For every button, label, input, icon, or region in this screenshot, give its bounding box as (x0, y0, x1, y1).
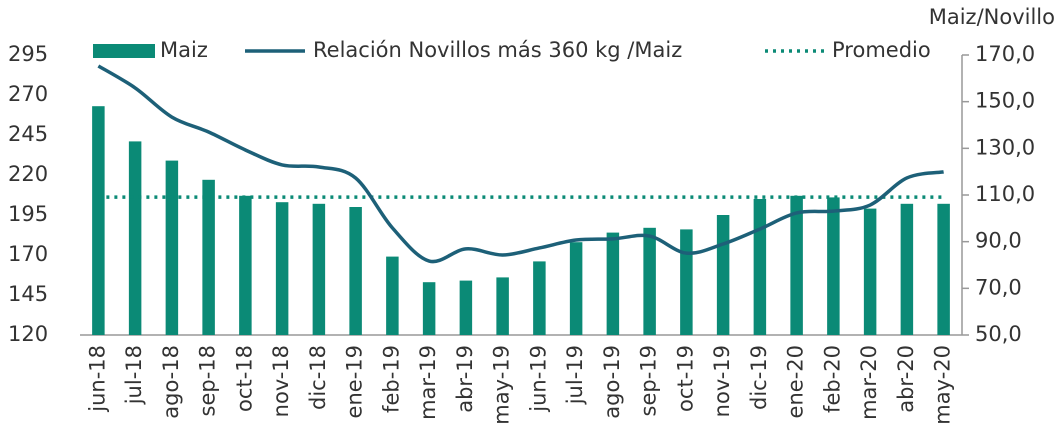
y-tick-label: 270 (8, 82, 48, 106)
bar (386, 256, 399, 335)
bar (863, 208, 877, 335)
x-tick-label: sep-19 (637, 345, 661, 417)
x-tick-label: may-19 (490, 345, 514, 425)
y2-tick-label: 130,0 (975, 135, 1035, 159)
bar (275, 202, 289, 335)
bar (239, 195, 252, 335)
x-tick-label: jul-19 (563, 345, 587, 405)
legend-swatch (93, 44, 155, 58)
bar (753, 199, 767, 335)
bar (422, 282, 436, 335)
x-tick-label: abr-20 (894, 345, 918, 413)
bar (606, 232, 620, 335)
x-tick-label: feb-20 (820, 345, 844, 413)
bar (827, 197, 840, 335)
y2-tick-label: 90,0 (975, 229, 1022, 253)
y-tick-label: 245 (8, 122, 48, 146)
y2-tick-label: 70,0 (975, 275, 1022, 299)
y-tick-label: 170 (8, 242, 48, 266)
y2-tick-label: 150,0 (975, 89, 1035, 113)
bar (165, 160, 179, 335)
bar (569, 242, 583, 335)
x-tick-label: ene-19 (343, 345, 367, 418)
x-tick-label: feb-19 (379, 345, 403, 413)
bar (790, 195, 803, 335)
y2-tick-label: 50,0 (975, 322, 1022, 346)
x-tick-label: abr-19 (453, 345, 477, 413)
bar (459, 280, 473, 335)
x-tick-label: may-20 (931, 345, 955, 425)
x-tick-label: oct-19 (673, 345, 697, 412)
x-tick-label: jun-18 (85, 345, 109, 413)
bar (312, 203, 326, 335)
y-tick-label: 120 (8, 322, 48, 346)
bar (900, 203, 914, 335)
bar (496, 277, 509, 335)
bar (349, 207, 362, 335)
x-tick-label: dic-18 (306, 345, 330, 410)
x-tick-label: dic-19 (747, 345, 771, 410)
y2-tick-label: 110,0 (975, 182, 1035, 206)
x-tick-label: mar-20 (857, 345, 881, 420)
x-tick-label: nov-18 (269, 345, 293, 417)
bar (128, 141, 142, 335)
y-tick-label: 220 (8, 162, 48, 186)
y-tick-label: 295 (8, 42, 48, 66)
y2-title: Maiz/Novillo (929, 5, 1055, 29)
legend-label: Maiz (160, 38, 208, 62)
x-tick-label: sep-18 (196, 345, 220, 417)
x-tick-label: nov-19 (710, 345, 734, 417)
x-tick-label: jul-18 (122, 345, 146, 405)
x-tick-label: oct-18 (232, 345, 256, 412)
y-tick-label: 145 (8, 282, 48, 306)
x-tick-label: ago-18 (159, 345, 183, 419)
bar (716, 215, 730, 335)
bar (643, 227, 656, 335)
bar (680, 229, 693, 335)
x-tick-label: ago-19 (600, 345, 624, 419)
bar (202, 179, 215, 335)
bar (92, 106, 105, 335)
line (97, 64, 944, 264)
x-tick-label: jun-19 (526, 345, 550, 413)
legend-label: Promedio (832, 38, 931, 62)
bar (533, 261, 546, 335)
y-tick-label: 195 (8, 202, 48, 226)
bar (937, 203, 950, 335)
x-tick-label: mar-19 (416, 345, 440, 420)
y2-tick-label: 170,0 (975, 42, 1035, 66)
legend-label: Relación Novillos más 360 kg /Maiz (313, 38, 682, 62)
x-tick-label: ene-20 (784, 345, 808, 418)
